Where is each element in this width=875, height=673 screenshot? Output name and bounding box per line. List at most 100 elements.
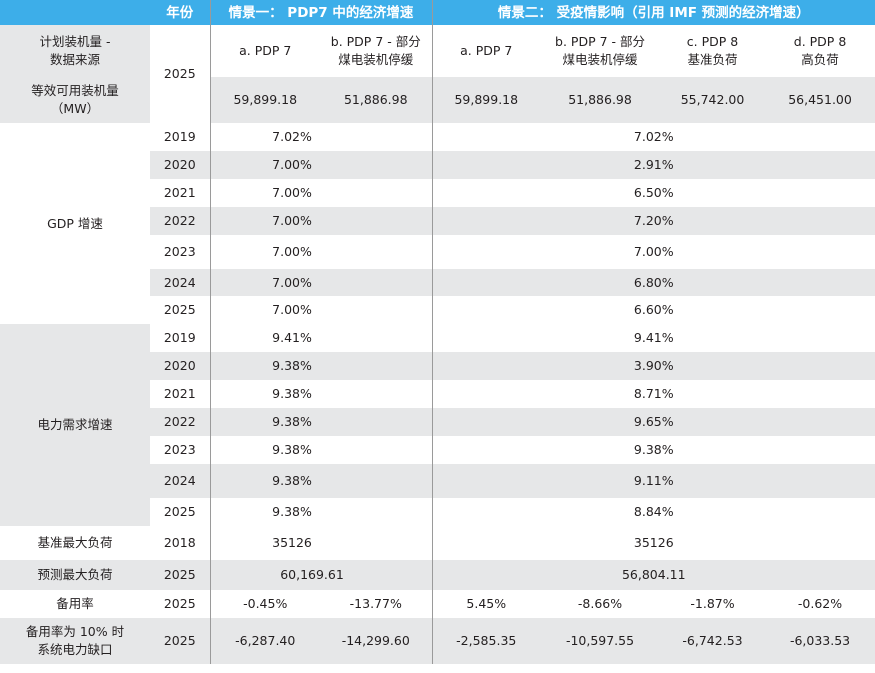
scenario1-value: 60,169.61 [209,560,433,590]
scenario1-value: 7.00% [209,235,433,269]
year-cell: 2023 [150,436,210,464]
scenario1-value: 7.00% [209,296,433,324]
scenario1-value: 7.00% [209,269,433,296]
scenario1-value: 9.38% [209,464,433,498]
row-label: 基准最大负荷 [0,526,150,560]
capacity-cell: 56,451.00 [765,77,875,123]
table-row: 2021 7.00% 6.50% [0,179,875,207]
scenario1-value: 7.00% [209,179,433,207]
gap-cell: -10,597.55 [540,618,661,664]
scenario2-value: 9.11% [431,464,875,498]
table-row: 2023 9.38% 9.38% [0,436,875,464]
scenario1-value: 9.38% [209,380,433,408]
scenario2-value: 7.20% [431,207,875,235]
scenario2-value: 8.71% [431,380,875,408]
scenario1-value: 9.38% [209,408,433,436]
scenario2-value: 7.00% [431,235,875,269]
table-row: 计划装机量 - 数据来源 2025 a. PDP 7 b. PDP 7 - 部分 煤电… [0,25,875,123]
year-cell: 2025 [150,296,210,324]
year-cell: 2025 [150,618,210,664]
header-scenario1: 情景一： PDP7 中的经济增速 [209,0,433,25]
scenario2-value: 35126 [431,526,875,560]
scenario2-value: 9.65% [431,408,875,436]
gap-cell: -6,742.53 [660,618,766,664]
gap-cell: -6,287.40 [209,618,320,664]
year-cell: 2020 [150,352,210,380]
year-cell: 2019 [150,324,210,352]
year-cell: 2024 [150,269,210,296]
row-label: 电力需求增速 [0,324,150,526]
scenario2-value: 6.80% [431,269,875,296]
scenario2-value: 2.91% [431,151,875,179]
table-row: 电力需求增速 2019 9.41% 9.41% [0,324,875,526]
table-row: 2024 7.00% 6.80% [0,269,875,296]
scenario2-value: 8.84% [431,498,875,526]
row-label: GDP 增速 [0,123,150,324]
table-row: 备用率 2025 -0.45% -13.77% 5.45% -8.66% -1.87% -0.… [0,590,875,618]
year-cell: 2023 [150,235,210,269]
scenario2-value: 9.38% [431,436,875,464]
source-cell: b. PDP 7 - 部分 煤电装机停缓 [540,25,661,77]
capacity-cell: 55,742.00 [660,77,766,123]
header-scenario2: 情景二： 受疫情影响（引用 IMF 预测的经济增速） [431,0,875,25]
table-row: 2023 7.00% 7.00% [0,235,875,269]
year-cell: 2018 [150,526,210,560]
table-row: 2020 7.00% 2.91% [0,151,875,179]
gap-cell: -14,299.60 [320,618,433,664]
scenario2-value: 56,804.11 [431,560,875,590]
scenario1-value: 9.38% [209,352,433,380]
scenario2-value: 3.90% [431,352,875,380]
reserve-cell: -1.87% [660,590,766,618]
source-cell: a. PDP 7 [209,25,320,77]
year-cell: 2025 [150,560,210,590]
reserve-cell: 5.45% [431,590,541,618]
row-label: 备用率 [0,590,150,618]
scenario1-value: 7.00% [209,207,433,235]
table-row: GDP 增速 2019 7.02% 7.02% [0,123,875,324]
row-label: 计划装机量 - 数据来源 [0,25,150,77]
scenario1-value: 9.38% [209,498,433,526]
row-label: 等效可用装机量 （MW） [0,77,150,123]
source-cell: c. PDP 8 基准负荷 [660,25,766,77]
table-row: 2022 7.00% 7.20% [0,207,875,235]
row-label: 备用率为 10% 时 系统电力缺口 [0,618,150,664]
source-cell: a. PDP 7 [431,25,541,77]
source-cell: b. PDP 7 - 部分 煤电装机停缓 [320,25,433,77]
capacity-cell: 59,899.18 [209,77,320,123]
table-row: 2021 9.38% 8.71% [0,380,875,408]
header-row: 年份 情景一： PDP7 中的经济增速 情景二： 受疫情影响（引用 IMF 预测… [0,0,875,25]
source-cell: d. PDP 8 高负荷 [765,25,875,77]
table-row: 2025 9.38% 8.84% [0,498,875,526]
gap-cell: -2,585.35 [431,618,541,664]
header-col1 [0,0,150,25]
scenario1-value: 7.00% [209,151,433,179]
year-cell: 2022 [150,207,210,235]
table-row: 2025 7.00% 6.60% [0,296,875,324]
reserve-cell: -0.62% [765,590,875,618]
year-cell: 2019 [150,123,210,151]
scenario1-value: 7.02% [209,123,433,151]
scenario1-value: 9.38% [209,436,433,464]
scenario2-value: 7.02% [431,123,875,151]
capacity-cell: 51,886.98 [540,77,661,123]
gap-cell: -6,033.53 [765,618,875,664]
table-row: 预测最大负荷 2025 60,169.61 56,804.11 [0,560,875,590]
year-cell: 2025 [150,498,210,526]
year-cell: 2021 [150,380,210,408]
scenario2-value: 9.41% [431,324,875,352]
table-row: 2020 9.38% 3.90% [0,352,875,380]
reserve-cell: -0.45% [209,590,320,618]
scenario1-value: 35126 [209,526,433,560]
reserve-cell: -8.66% [540,590,661,618]
table-row: 基准最大负荷 2018 35126 35126 [0,526,875,560]
year-cell: 2025 [150,25,210,123]
capacity-cell: 51,886.98 [320,77,433,123]
header-year: 年份 [150,0,210,25]
row-label: 预测最大负荷 [0,560,150,590]
year-cell: 2021 [150,179,210,207]
scenario2-value: 6.60% [431,296,875,324]
capacity-cell: 59,899.18 [431,77,541,123]
reserve-cell: -13.77% [320,590,433,618]
scenario2-value: 6.50% [431,179,875,207]
